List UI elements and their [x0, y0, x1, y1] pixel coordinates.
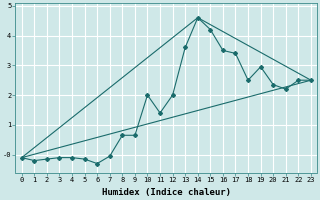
X-axis label: Humidex (Indice chaleur): Humidex (Indice chaleur) — [102, 188, 231, 197]
